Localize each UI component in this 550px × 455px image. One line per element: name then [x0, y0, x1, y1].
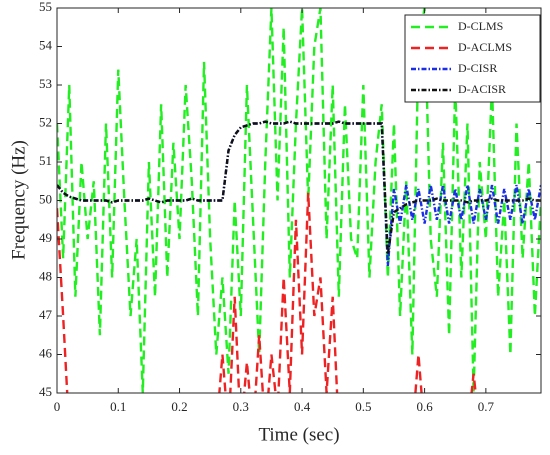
y-tick-label: 50	[39, 191, 52, 206]
y-tick-label: 48	[39, 268, 52, 283]
series-line	[57, 120, 541, 255]
x-tick-label: 0.4	[294, 399, 311, 414]
y-tick-label: 46	[39, 345, 53, 360]
x-tick-label: 0.3	[233, 399, 249, 414]
y-tick-label: 54	[39, 37, 53, 52]
x-tick-label: 0.7	[478, 399, 495, 414]
y-tick-label: 51	[39, 153, 52, 168]
series-line	[57, 192, 477, 393]
legend-label: D-CLMS	[458, 19, 503, 33]
legend-label: D-ACISR	[458, 82, 506, 96]
legend-label: D-CISR	[458, 61, 497, 75]
y-tick-label: 45	[39, 384, 52, 399]
series-group	[57, 8, 541, 393]
y-tick-label: 52	[39, 114, 52, 129]
y-tick-label: 49	[39, 230, 52, 245]
x-tick-label: 0.2	[171, 399, 187, 414]
y-tick-label: 53	[39, 76, 52, 91]
y-tick-label: 47	[39, 307, 53, 322]
y-tick-label: 55	[39, 0, 52, 14]
x-tick-label: 0.1	[110, 399, 126, 414]
y-axis-label: Frequency (Hz)	[8, 140, 29, 260]
x-axis-label: Time (sec)	[258, 424, 339, 445]
legend-box	[404, 14, 541, 103]
legend: D-CLMS D-ACLMS D-CISR D-ACISR	[404, 14, 541, 103]
x-tick-label: 0.6	[416, 399, 433, 414]
legend-label: D-ACLMS	[458, 40, 512, 54]
x-tick-label: 0	[54, 399, 61, 414]
x-tick-label: 0.5	[355, 399, 371, 414]
series-line	[57, 8, 541, 393]
